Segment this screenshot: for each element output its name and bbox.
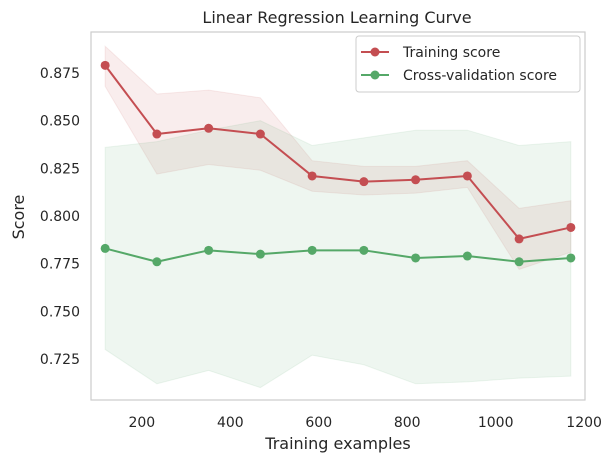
training-band bbox=[104, 45, 572, 270]
cv-line bbox=[104, 247, 571, 263]
x-tick-label: 1000 bbox=[478, 415, 514, 431]
y-tick-label: 0.750 bbox=[40, 304, 80, 320]
cv-point bbox=[411, 253, 421, 263]
y-tick-label: 0.800 bbox=[40, 209, 80, 225]
x-tick-label: 1200 bbox=[566, 415, 602, 431]
training-point bbox=[255, 129, 265, 139]
plot-frame bbox=[90, 31, 586, 401]
series-points bbox=[100, 60, 576, 267]
y-tick-label: 0.850 bbox=[40, 114, 80, 130]
legend-box bbox=[355, 35, 581, 93]
x-tick-label: 200 bbox=[128, 415, 155, 431]
legend-marker-training bbox=[370, 47, 380, 57]
legend: Training score Cross-validation score bbox=[355, 35, 581, 93]
training-point bbox=[462, 171, 472, 181]
cv-point bbox=[462, 251, 472, 261]
training-point bbox=[359, 177, 369, 187]
training-point bbox=[514, 234, 524, 244]
training-point bbox=[411, 175, 421, 185]
training-point bbox=[152, 129, 162, 139]
cv-point bbox=[359, 245, 369, 255]
x-tick-label: 400 bbox=[217, 415, 244, 431]
training-point bbox=[204, 123, 214, 133]
x-tick-label: 600 bbox=[305, 415, 332, 431]
cv-point bbox=[307, 245, 317, 255]
y-tick-label: 0.725 bbox=[40, 352, 80, 368]
y-tick-label: 0.875 bbox=[40, 66, 80, 82]
x-axis-label: Training examples bbox=[264, 434, 410, 453]
y-tick-label: 0.825 bbox=[40, 161, 80, 177]
chart-title: Linear Regression Learning Curve bbox=[202, 8, 471, 27]
y-axis-label: Score bbox=[9, 195, 28, 240]
legend-label-cv: Cross-validation score bbox=[403, 68, 557, 84]
training-point bbox=[100, 60, 110, 70]
legend-marker-cv bbox=[370, 70, 380, 80]
x-tick-label: 800 bbox=[394, 415, 421, 431]
cv-point bbox=[100, 243, 110, 253]
confidence-bands bbox=[104, 45, 572, 389]
legend-label-training: Training score bbox=[402, 45, 500, 61]
training-point bbox=[566, 222, 576, 232]
cv-point bbox=[204, 245, 214, 255]
cv-point bbox=[566, 253, 576, 263]
x-tick-labels: 200 400 600 800 1000 1200 bbox=[128, 415, 601, 431]
series-lines bbox=[104, 64, 572, 263]
cv-point bbox=[152, 257, 162, 267]
cv-band bbox=[104, 120, 572, 389]
training-point bbox=[307, 171, 317, 181]
y-tick-labels: 0.725 0.750 0.775 0.800 0.825 0.850 0.875 bbox=[40, 66, 80, 368]
cv-point bbox=[514, 257, 524, 267]
y-tick-label: 0.775 bbox=[40, 257, 80, 273]
training-line bbox=[104, 64, 572, 240]
cv-point bbox=[255, 249, 265, 259]
